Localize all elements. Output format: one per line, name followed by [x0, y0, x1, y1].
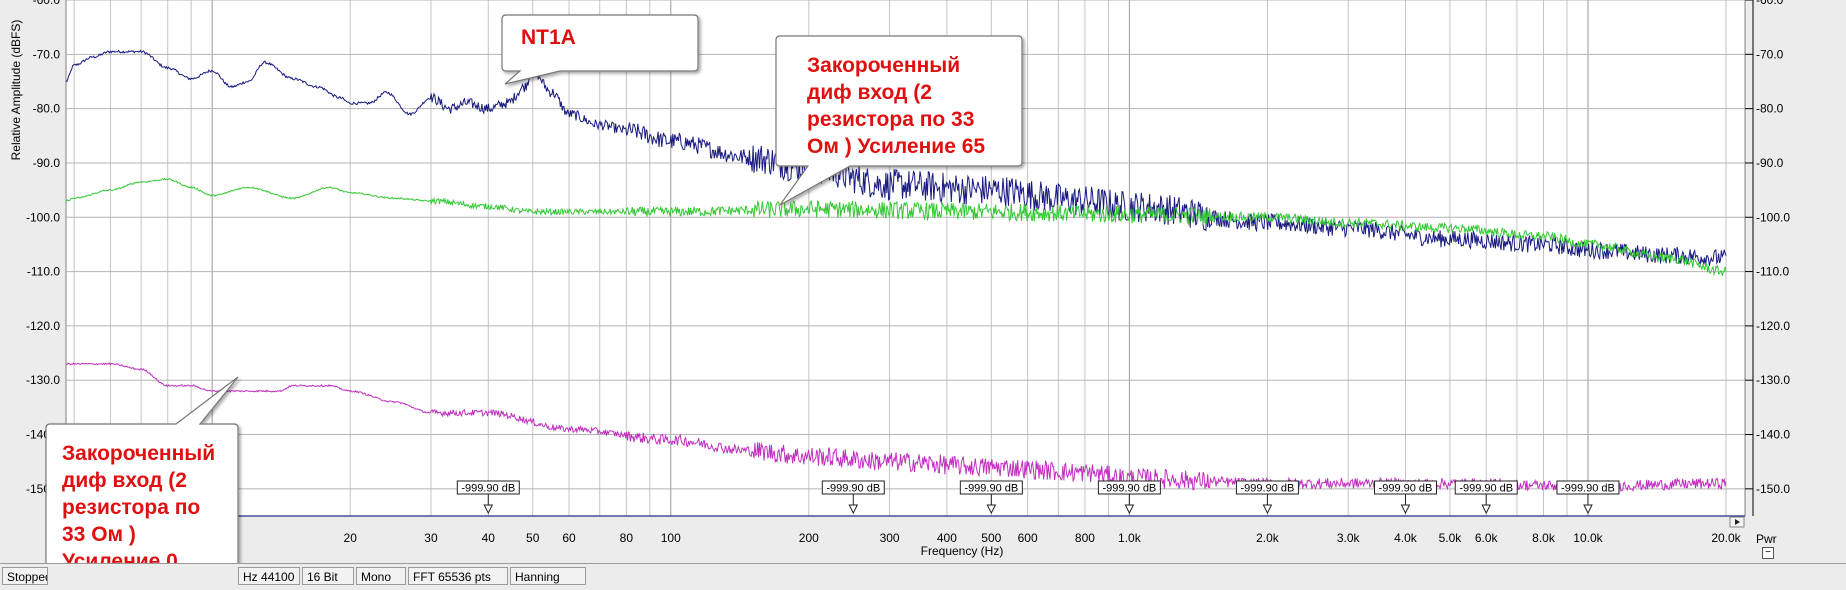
series-line-2	[65, 362, 1727, 493]
marker-label: -999.90 dB	[1102, 483, 1156, 495]
y-tick-label-left: -110.0	[27, 265, 60, 279]
x-tick-label: 5.0k	[1439, 531, 1463, 545]
markers: -999.90 dB -999.90 dB -999.90 dB -999.90 dB…	[456, 480, 1620, 515]
x-tick-label: 3.0k	[1337, 531, 1361, 545]
status-cell-window: Hanning	[510, 567, 586, 585]
x-tick-label: 6.0k	[1475, 531, 1499, 545]
x-tick-label: 40	[482, 531, 496, 545]
y-tick-label-right: -130.0	[1756, 373, 1790, 387]
callout-gain0-text: Закороченный диф вход (2 резистора по 33…	[62, 442, 216, 573]
y-tick-label-left: -100.0	[26, 210, 60, 224]
y-tick-label-left: -70.0	[33, 47, 61, 61]
marker-label: -999.90 dB	[461, 483, 515, 495]
status-cell-fft-size: FFT 65536 pts	[408, 567, 508, 585]
status-cell-bit-depth: 16 Bit	[302, 567, 354, 585]
x-axis-label: Frequency (Hz)	[921, 544, 1004, 558]
marker-arrow-icon	[483, 504, 494, 515]
x-tick-label: 2.0k	[1256, 531, 1280, 545]
x-axis: 8102030405060801002003004005006008001.0k…	[164, 531, 1741, 545]
callout-nt1a-text: NT1A	[521, 26, 576, 49]
x-tick-label: 100	[661, 531, 681, 545]
x-tick-label: 8.0k	[1532, 531, 1556, 545]
marker-label: -999.90 dB	[1379, 483, 1433, 495]
marker-label: -999.90 dB	[1459, 483, 1513, 495]
x-tick-label: 50	[526, 531, 540, 545]
x-tick-label: 500	[981, 531, 1001, 545]
marker-arrow-icon	[1400, 504, 1411, 515]
marker-label: -999.90 dB	[826, 483, 880, 495]
x-tick-label: 1.0k	[1118, 531, 1142, 545]
y-tick-label-left: -60.0	[33, 0, 61, 7]
status-bar: Stopped 44100 Hz 16 Bit Mono FFT 65536 p…	[0, 563, 1846, 590]
x-tick-label: 600	[1018, 531, 1038, 545]
y-tick-label-right: -60.0	[1756, 0, 1784, 7]
series-layer	[65, 49, 1727, 493]
marker-label: -999.90 dB	[1241, 483, 1295, 495]
scroll-right-icon	[1735, 519, 1740, 525]
x-tick-label: 400	[937, 531, 957, 545]
y-tick-label-right: -90.0	[1756, 156, 1784, 170]
series-line-1	[65, 177, 1727, 276]
marker-arrow-icon	[1481, 504, 1492, 515]
y-tick-label-left: -120.0	[26, 319, 60, 333]
marker-arrow-icon	[1583, 504, 1593, 515]
x-tick-label: 10.0k	[1573, 531, 1603, 545]
x-tick-label: 200	[799, 531, 819, 545]
x-tick-label: 20	[344, 531, 358, 545]
callout-gain65	[775, 35, 1023, 206]
pwr-toggle-button[interactable]: −	[1762, 547, 1774, 559]
x-tick-label: 60	[562, 531, 576, 545]
y-tick-label-right: -150.0	[1756, 482, 1790, 496]
callout-nt1a	[501, 14, 699, 85]
callout-gain65-text: Закороченный диф вход (2 резистора по 33…	[807, 54, 986, 158]
x-tick-label: 300	[880, 531, 900, 545]
x-tick-label: 30	[424, 531, 438, 545]
y-tick-label-right: -80.0	[1756, 102, 1784, 116]
y-tick-label-right: -140.0	[1756, 428, 1790, 442]
x-tick-label: 80	[620, 531, 634, 545]
y-tick-label-right: -120.0	[1756, 319, 1790, 333]
y-tick-label-right: -70.0	[1756, 47, 1784, 61]
grid	[66, 0, 1745, 516]
y-tick-label-left: -80.0	[33, 102, 61, 116]
x-tick-label: 800	[1075, 531, 1095, 545]
y-tick-label-right: -110.0	[1756, 265, 1789, 279]
marker-label: -999.90 dB	[1561, 483, 1615, 495]
y-axis-right: -60.0 -70.0 -80.0 -90.0 -100.0 -110.0 -120.0 -1…	[1745, 0, 1790, 516]
pwr-label: Pwr	[1756, 532, 1777, 546]
y-tick-label-right: -100.0	[1756, 210, 1790, 224]
marker-arrow-icon	[1262, 504, 1273, 515]
y-tick-label-left: -130.0	[26, 373, 60, 387]
status-cell-channels: Mono	[356, 567, 406, 585]
x-tick-label: 20.0k	[1711, 531, 1741, 545]
series-line-0	[65, 49, 1727, 266]
marker-arrow-icon	[986, 504, 997, 515]
marker-arrow-icon	[848, 504, 859, 515]
y-tick-label-left: -90.0	[33, 156, 61, 170]
x-tick-label: 4.0k	[1394, 531, 1418, 545]
marker-label: -999.90 dB	[964, 483, 1018, 495]
marker-arrow-icon	[1124, 504, 1135, 515]
y-axis-label: Relative Amplitude (dBFS)	[9, 20, 23, 161]
status-cell-sample-rate: 44100 Hz	[238, 567, 300, 585]
status-cell-state: Stopped	[2, 567, 48, 585]
